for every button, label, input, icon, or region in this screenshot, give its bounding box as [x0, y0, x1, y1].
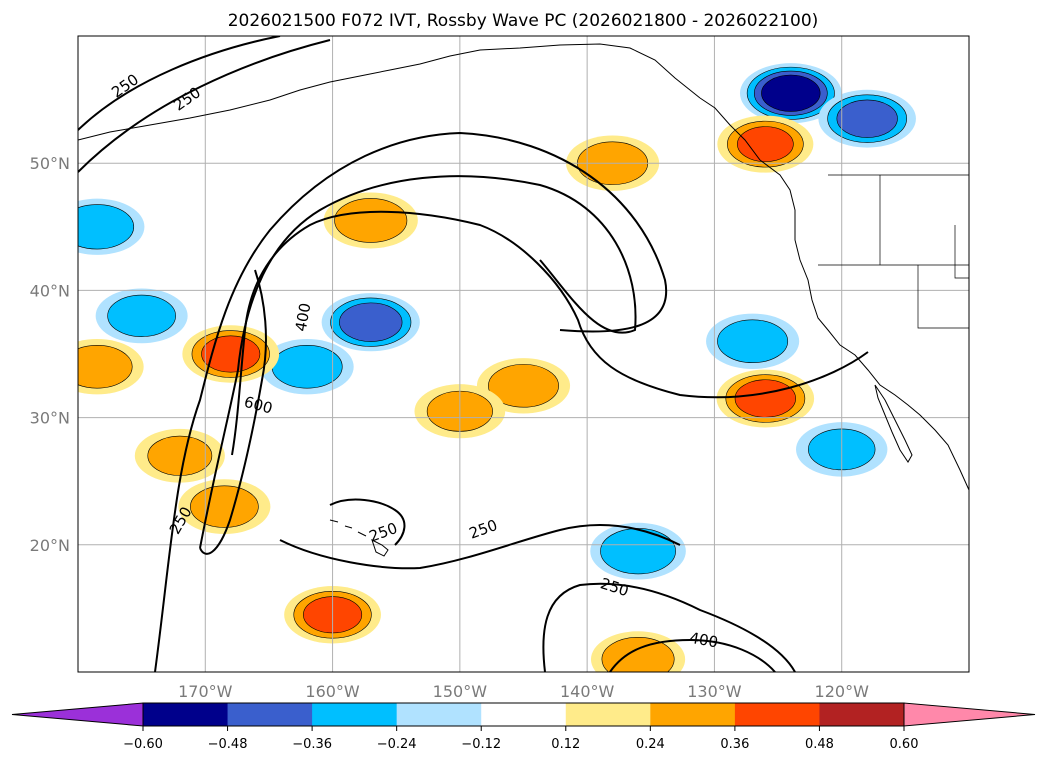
ivt-contour-250-north [78, 36, 281, 131]
pc-anomaly-level [836, 99, 898, 138]
colorbar-segment [650, 703, 736, 726]
pc-anomaly-level [78, 204, 135, 250]
colorbar-segment [481, 703, 567, 726]
pc-anomaly-level [107, 294, 176, 337]
lon-tick-label: 170°W [178, 682, 233, 701]
ivt-contour-600-main [231, 210, 869, 456]
colorbar-tick-label: −0.24 [377, 737, 417, 752]
pc-anomaly-level [600, 528, 676, 575]
colorbar-segment [565, 703, 651, 726]
baja-peninsula [874, 384, 913, 463]
longitude-tick-labels: 170°W 160°W 150°W 140°W 130°W 120°W [178, 682, 869, 701]
ivt-contour-250-subtropical [279, 524, 681, 570]
lon-tick-label: 160°W [305, 682, 360, 701]
ivt-contour-250-main [154, 131, 668, 672]
pc-anomaly-level [339, 302, 403, 342]
colorbar-tick-label: 0.24 [636, 737, 665, 752]
colorbar-tick-label: 0.48 [805, 737, 834, 752]
ivt-contour-400-inner [609, 638, 776, 672]
pc-anomaly-level [271, 344, 343, 389]
colorbar-segment [143, 703, 229, 726]
coastlines [78, 43, 969, 557]
colorbar-tick-label: −0.12 [461, 737, 501, 752]
colorbar-segment [312, 703, 398, 726]
pc-anomaly-level [737, 126, 794, 162]
chart-title: 2026021500 F072 IVT, Rossby Wave PC (202… [228, 11, 819, 31]
pc-anomaly-level [190, 485, 259, 528]
pc-anomaly-level [761, 74, 821, 112]
pc-anomaly-level [717, 319, 789, 364]
lat-tick-label: 20°N [30, 536, 70, 555]
lon-tick-label: 140°W [560, 682, 615, 701]
lat-tick-label: 50°N [30, 154, 70, 173]
graticule [78, 36, 969, 672]
colorbar-tick-label: −0.60 [123, 737, 163, 752]
alaska-coastline [78, 43, 701, 141]
ivt-contours [78, 36, 869, 672]
map-frame [77, 35, 970, 673]
lat-tick-label: 40°N [30, 281, 70, 300]
colorbar-extend-max [903, 702, 1036, 727]
colorbar-segment [396, 703, 482, 726]
lon-tick-label: 150°W [433, 682, 488, 701]
pc-anomaly-level [201, 335, 261, 373]
ivt-contour-400-south [542, 582, 796, 672]
colorbar-segment [227, 703, 313, 726]
ivt-contour-400-main [199, 175, 637, 549]
lon-tick-label: 130°W [687, 682, 742, 701]
pc-anomaly-fills [78, 63, 916, 672]
ivt-contour-west-loop [199, 269, 267, 555]
contour-label-400: 400 [292, 301, 315, 332]
pc-anomaly-level [147, 435, 213, 476]
lon-tick-label: 120°W [815, 682, 870, 701]
ivt-contour-250-hawaii [329, 498, 406, 546]
map-area: 250 250 250 400 600 250 250 250 400 [78, 36, 969, 672]
colorbar-segment [819, 703, 905, 726]
pc-anomaly-level [734, 379, 796, 418]
colorbar-tick-label: 0.12 [551, 737, 580, 752]
latitude-tick-labels: 20°N 30°N 40°N 50°N [30, 154, 70, 555]
colorbar-tick-label: −0.36 [292, 737, 332, 752]
colorbar-tick-label: −0.48 [208, 737, 248, 752]
contour-label-400: 400 [688, 629, 719, 652]
ivt-contour-250-outer [78, 39, 331, 173]
pc-anomaly-level [334, 198, 408, 243]
us-state-borders [818, 174, 969, 329]
lat-tick-label: 30°N [30, 409, 70, 428]
pc-anomaly-level [601, 636, 675, 672]
pc-anomaly-level [78, 344, 133, 389]
colorbar-tick-label: 0.36 [720, 737, 749, 752]
colorbar-tick-label: 0.60 [890, 737, 919, 752]
colorbar-frame [142, 702, 905, 727]
colorbar: −0.60 −0.48 −0.36 −0.24 −0.12 0.12 0.24 0.36 0.4… [11, 702, 1036, 752]
pc-anomaly-level [488, 364, 559, 408]
hawaii-islands [329, 519, 389, 557]
colorbar-segment [734, 703, 820, 726]
north-america-west-coastline [699, 97, 969, 491]
colorbar-extend-min [11, 702, 144, 727]
